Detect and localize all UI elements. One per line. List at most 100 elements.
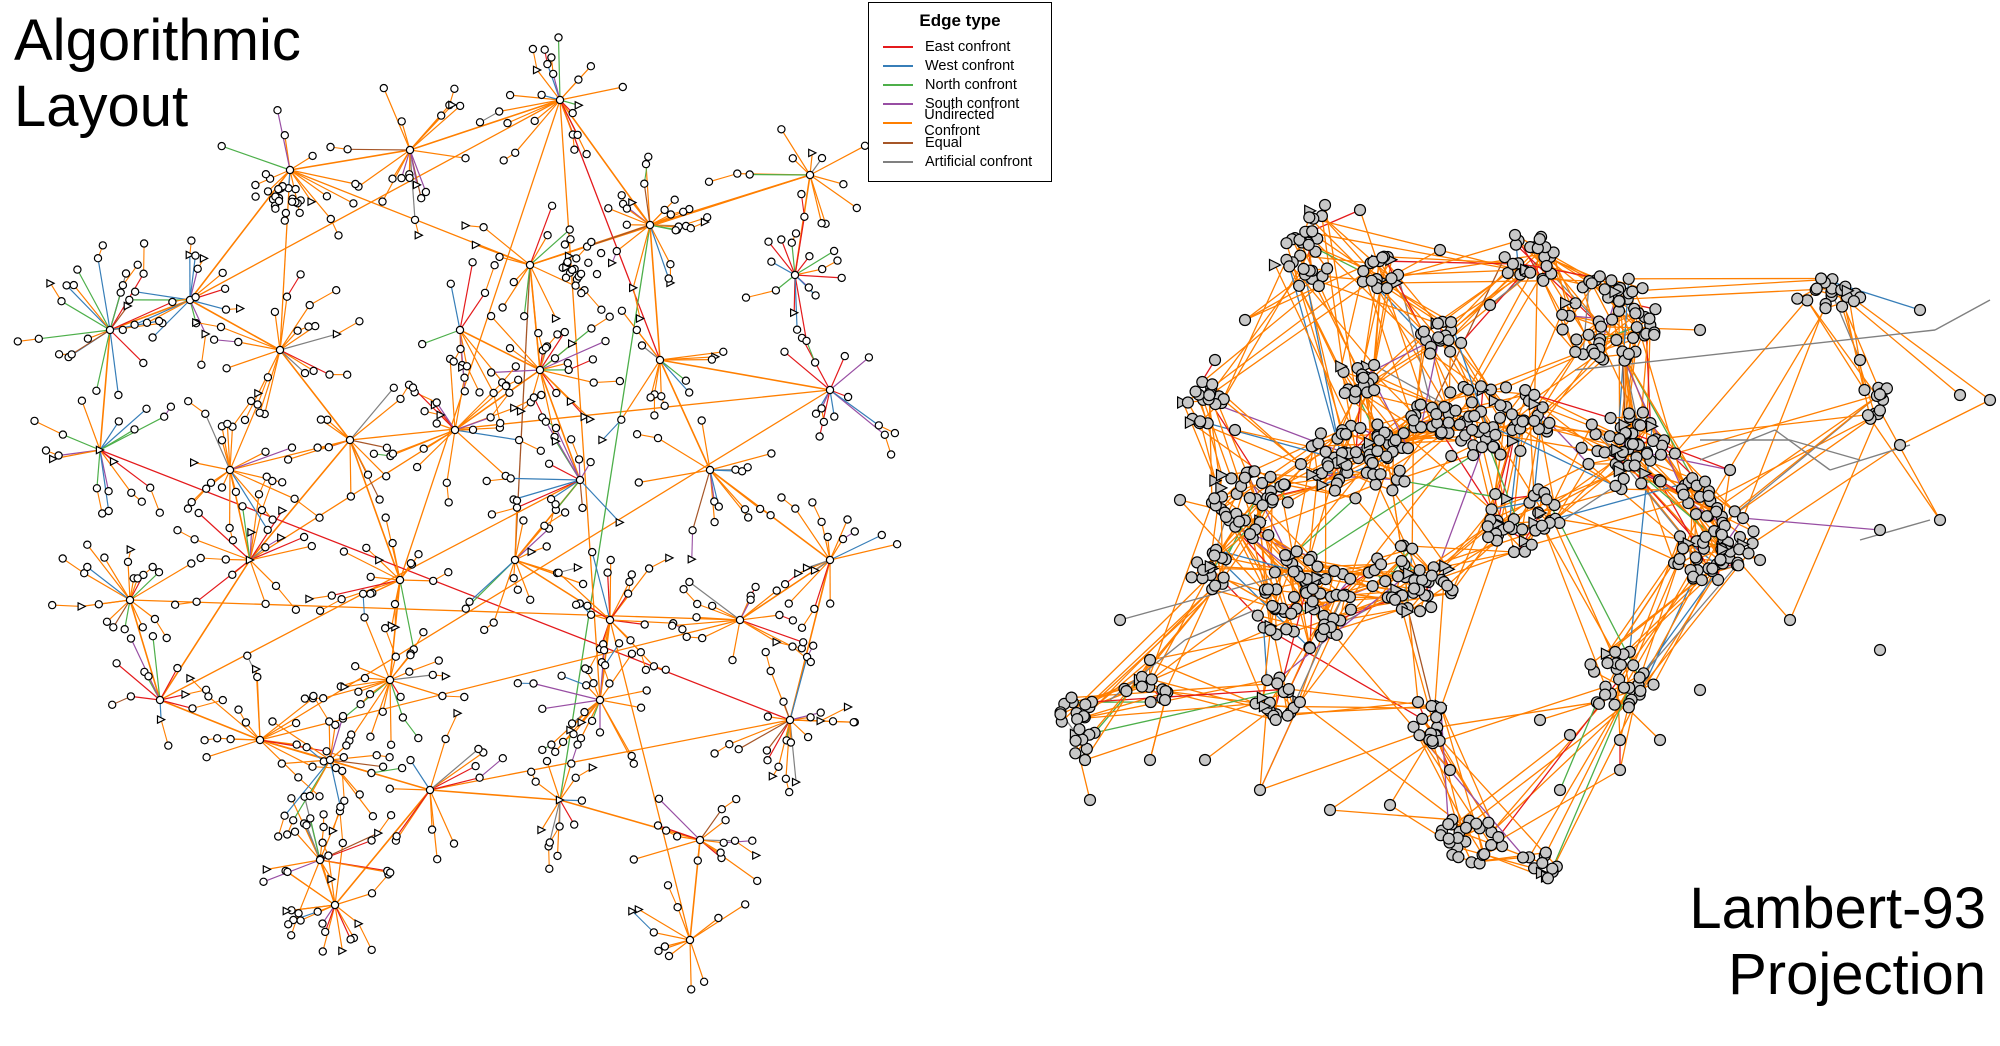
graph-node <box>578 503 587 513</box>
graph-edge <box>402 717 419 739</box>
graph-node <box>1225 472 1238 485</box>
graph-node <box>54 350 64 359</box>
graph-node <box>531 777 540 786</box>
graph-node <box>802 336 811 346</box>
graph-edge <box>429 719 791 791</box>
graph-node <box>1434 701 1448 714</box>
graph-node <box>1438 400 1451 414</box>
graph-node <box>1253 783 1267 797</box>
graph-node-triangle <box>687 554 697 564</box>
graph-node <box>852 203 862 213</box>
graph-node-triangle <box>816 716 826 726</box>
graph-edge <box>1373 389 1405 434</box>
graph-edge <box>263 859 321 883</box>
graph-node <box>1185 571 1198 584</box>
graph-node <box>1516 851 1530 864</box>
graph-node <box>1277 478 1291 491</box>
graph-edge <box>1244 262 1371 321</box>
legend-swatch <box>883 122 913 125</box>
graph-node-triangle <box>1306 468 1320 482</box>
graph-node <box>475 118 485 127</box>
graph-node <box>13 337 22 346</box>
graph-node <box>685 935 695 945</box>
graph-node <box>1489 428 1502 441</box>
graph-node <box>529 393 539 402</box>
graph-node <box>1613 733 1627 747</box>
graph-edge <box>329 724 336 761</box>
graph-node <box>1312 279 1325 293</box>
graph-edge <box>1399 426 1433 472</box>
graph-node <box>428 670 437 680</box>
graph-node <box>309 691 318 701</box>
graph-node <box>1264 623 1277 637</box>
graph-node <box>552 388 561 398</box>
graph-node <box>302 821 311 830</box>
graph-node <box>600 661 610 670</box>
graph-node <box>187 236 196 245</box>
legend-swatch <box>883 103 913 106</box>
graph-node <box>461 153 470 163</box>
graph-node <box>1711 573 1725 587</box>
graph-edge <box>309 289 337 306</box>
graph-node <box>406 559 416 568</box>
graph-node <box>679 207 688 216</box>
graph-edge <box>1538 353 1595 430</box>
graph-edge <box>400 149 411 179</box>
legend-swatch <box>883 64 913 67</box>
graph-node <box>601 336 610 346</box>
graph-node <box>271 204 280 213</box>
graph-node <box>315 606 325 616</box>
graph-edge <box>421 329 461 345</box>
graph-edge <box>99 449 791 721</box>
graph-node <box>666 260 675 269</box>
graph-node <box>138 623 147 632</box>
graph-edge <box>1555 481 1689 520</box>
graph-edge <box>1444 508 1493 567</box>
graph-node <box>636 648 646 657</box>
graph-node <box>586 61 596 71</box>
graph-node-triangle <box>252 664 262 674</box>
graph-node <box>125 295 134 305</box>
graph-edge <box>1491 498 1547 511</box>
graph-node <box>118 325 128 335</box>
graph-edge <box>668 939 691 957</box>
graph-node <box>784 599 794 608</box>
graph-node <box>159 412 169 421</box>
graph-node <box>345 435 355 445</box>
graph-edge <box>347 148 411 151</box>
graph-node <box>1281 496 1294 509</box>
graph-edge <box>109 329 119 396</box>
graph-node <box>810 358 820 367</box>
graph-node <box>833 256 842 265</box>
graph-node <box>541 417 551 426</box>
graph-node <box>1379 574 1392 588</box>
graph-node <box>455 325 465 335</box>
graph-node <box>685 388 694 397</box>
graph-edge <box>599 699 642 709</box>
graph-node <box>280 130 289 140</box>
graph-node-triangle <box>282 906 292 916</box>
graph-node <box>308 762 317 771</box>
graph-node <box>704 177 714 186</box>
legend-label: Artificial confront <box>925 153 1033 170</box>
graph-node <box>748 836 757 845</box>
graph-node-triangle <box>461 221 471 231</box>
graph-node <box>1414 398 1427 411</box>
graph-edge <box>1391 489 1450 570</box>
graph-node <box>874 421 884 430</box>
graph-edge <box>429 777 480 791</box>
graph-node <box>319 822 328 832</box>
graph-node <box>563 257 572 267</box>
graph-edge <box>469 559 516 603</box>
graph-node <box>406 651 415 660</box>
graph-node <box>388 538 397 548</box>
graph-node-triangle <box>791 777 802 787</box>
graph-node <box>1585 277 1598 290</box>
graph-edge <box>529 229 571 266</box>
graph-node <box>1256 499 1269 512</box>
graph-node <box>599 646 609 655</box>
graph-edge <box>545 421 581 481</box>
graph-node <box>378 762 388 771</box>
graph-node <box>617 306 627 315</box>
graph-edge <box>1582 287 1600 344</box>
